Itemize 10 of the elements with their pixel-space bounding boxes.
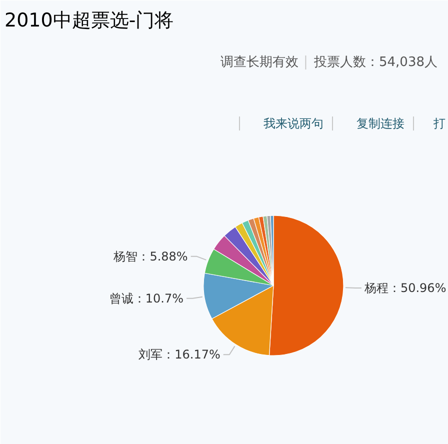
text: 复制连接	[356, 116, 404, 130]
slice-label: 曾诚：10.7%	[109, 291, 184, 306]
slice-label: 杨程：50.96%	[363, 280, 446, 295]
chart-title: 2010中超票选-门将	[4, 10, 174, 32]
slice-label: 刘军：16.17%	[138, 348, 220, 362]
chart-subtitle: 调查长期有效	[220, 55, 299, 70]
text: 我来说两句	[264, 116, 324, 130]
text: 打	[432, 116, 446, 130]
text: 投票人数：54,038人	[313, 55, 438, 70]
slice-label: 杨智：5.88%	[112, 249, 188, 264]
